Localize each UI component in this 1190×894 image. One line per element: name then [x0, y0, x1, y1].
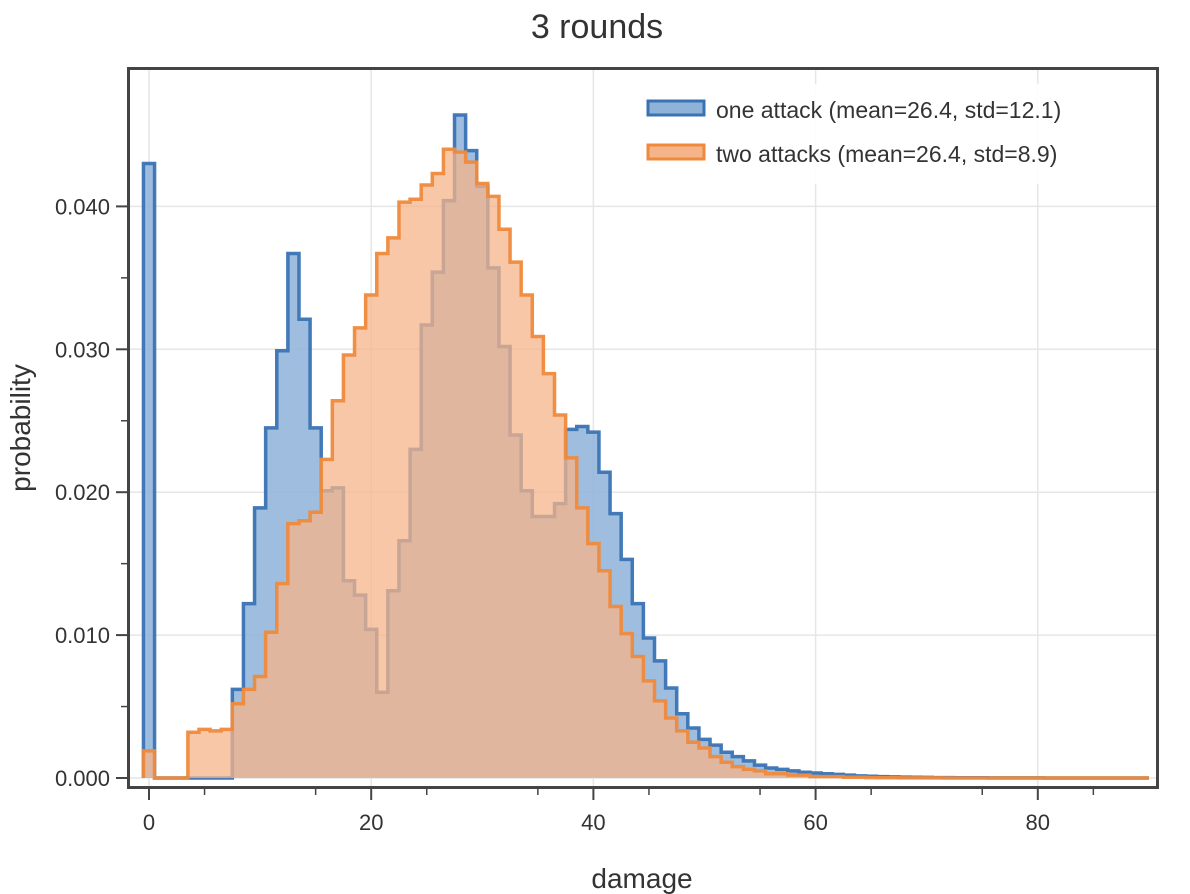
chart-title: 3 rounds — [531, 8, 663, 46]
y-tick-label: 0.010 — [55, 623, 110, 648]
axis-ticks: 0 20 40 60 80 0.000 0.010 0.020 0.030 0.040 — [55, 194, 1095, 835]
legend-background — [632, 84, 1146, 184]
legend-label-1: one attack (mean=26.4, std=12.1) — [716, 97, 1061, 123]
legend-label-2: two attacks (mean=26.4, std=8.9) — [716, 141, 1057, 167]
legend-swatch-2 — [646, 143, 706, 161]
x-tick-label: 20 — [359, 810, 383, 835]
y-tick-label: 0.020 — [55, 480, 110, 505]
x-axis-label: damage — [591, 863, 692, 894]
plot-frame — [127, 67, 1159, 789]
x-tick-label: 0 — [143, 810, 155, 835]
legend-swatch-1 — [646, 99, 706, 117]
series-2-area — [143, 149, 1149, 779]
x-tick-label: 60 — [803, 810, 827, 835]
x-tick-label: 80 — [1026, 810, 1050, 835]
series-layer — [141, 113, 1149, 780]
series-2-outline — [141, 147, 1149, 780]
y-tick-label: 0.040 — [55, 194, 110, 219]
y-axis-label: probability — [5, 364, 36, 492]
x-tick-label: 40 — [581, 810, 605, 835]
y-tick-label: 0.000 — [55, 766, 110, 791]
y-tick-label: 0.030 — [55, 337, 110, 362]
legend: one attack (mean=26.4, std=12.1) two atta… — [632, 84, 1146, 184]
